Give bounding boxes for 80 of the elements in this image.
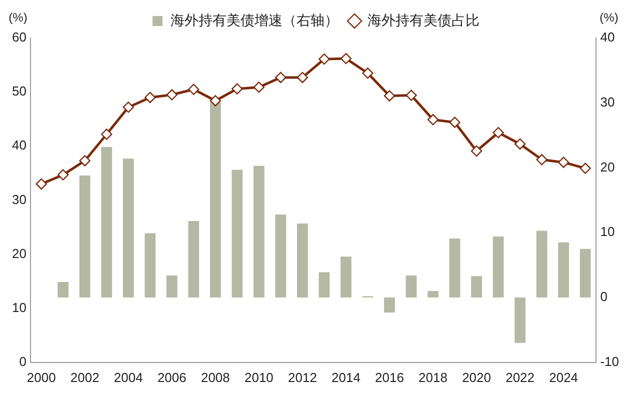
point bbox=[232, 83, 243, 94]
bar bbox=[406, 275, 417, 298]
point bbox=[101, 128, 112, 140]
bar bbox=[101, 147, 112, 298]
point bbox=[36, 178, 47, 190]
y2-tick-label: 10 bbox=[600, 224, 615, 240]
point bbox=[296, 72, 308, 84]
y2-tick-label: 40 bbox=[600, 30, 615, 45]
point bbox=[144, 92, 156, 104]
bar bbox=[210, 102, 221, 298]
point bbox=[427, 114, 439, 126]
bar bbox=[318, 272, 330, 298]
bar bbox=[514, 298, 526, 343]
bar bbox=[79, 176, 90, 298]
y2-tick-label: 20 bbox=[600, 159, 615, 174]
legend-label: 海外持有美债占比 bbox=[368, 12, 480, 28]
bar bbox=[384, 298, 395, 312]
x-tick-label: 2000 bbox=[26, 370, 56, 385]
bar bbox=[492, 236, 504, 298]
bar bbox=[144, 233, 156, 298]
x-tick-label: 2008 bbox=[200, 370, 230, 385]
y2-tick-label: 30 bbox=[600, 94, 615, 110]
point bbox=[406, 90, 417, 101]
y-tick-label: 50 bbox=[12, 84, 26, 99]
bar bbox=[428, 291, 438, 298]
x-tick-label: 2010 bbox=[244, 370, 274, 385]
point bbox=[166, 89, 178, 100]
y-tick-label: 60 bbox=[12, 30, 26, 45]
bar bbox=[275, 214, 286, 298]
bar bbox=[188, 220, 200, 298]
bar bbox=[297, 224, 308, 298]
point bbox=[275, 72, 286, 84]
point bbox=[580, 162, 591, 174]
point bbox=[340, 52, 352, 64]
x-tick-label: 2012 bbox=[288, 370, 317, 385]
x-tick-label: 2014 bbox=[332, 370, 360, 385]
point bbox=[492, 127, 504, 138]
point bbox=[253, 82, 265, 93]
x-tick-label: 2022 bbox=[506, 370, 535, 385]
bar bbox=[580, 248, 591, 298]
point bbox=[58, 169, 69, 180]
y-tick-label: 30 bbox=[12, 192, 26, 207]
bar bbox=[471, 276, 482, 298]
y2-tick-label: 0 bbox=[600, 289, 608, 304]
point bbox=[188, 84, 200, 95]
point bbox=[514, 138, 526, 150]
bar bbox=[558, 242, 570, 298]
y2-tick-label: -10 bbox=[600, 354, 620, 369]
point bbox=[122, 102, 134, 113]
y-tick-label: 40 bbox=[12, 138, 26, 153]
x-tick-label: 2020 bbox=[462, 370, 491, 385]
y2-axis-title: (%) bbox=[600, 10, 618, 24]
x-tick-label: 2024 bbox=[549, 370, 578, 385]
legend-label: 海外持有美债增速（右轴） bbox=[170, 12, 338, 28]
bar bbox=[449, 238, 460, 298]
point bbox=[362, 68, 374, 79]
bar bbox=[58, 282, 69, 298]
bar bbox=[536, 230, 548, 298]
point bbox=[449, 116, 460, 128]
x-tick-label: 2016 bbox=[375, 370, 404, 385]
y-axis-title: (%) bbox=[8, 10, 28, 24]
point bbox=[558, 156, 570, 168]
point bbox=[79, 155, 90, 166]
bar bbox=[122, 158, 134, 298]
bar bbox=[166, 275, 178, 298]
point bbox=[384, 90, 396, 102]
x-tick-label: 2004 bbox=[114, 370, 143, 385]
bar bbox=[232, 170, 243, 298]
x-tick-label: 2018 bbox=[418, 370, 448, 385]
point bbox=[210, 95, 222, 106]
bar bbox=[340, 256, 352, 298]
y-tick-label: 0 bbox=[19, 354, 26, 369]
y-tick-label: 20 bbox=[12, 246, 26, 261]
bar bbox=[253, 166, 264, 298]
point bbox=[470, 145, 482, 157]
y-tick-label: 10 bbox=[12, 300, 26, 315]
point bbox=[318, 53, 330, 65]
x-tick-label: 2002 bbox=[70, 370, 100, 385]
point bbox=[536, 154, 548, 166]
x-tick-label: 2006 bbox=[157, 370, 186, 385]
